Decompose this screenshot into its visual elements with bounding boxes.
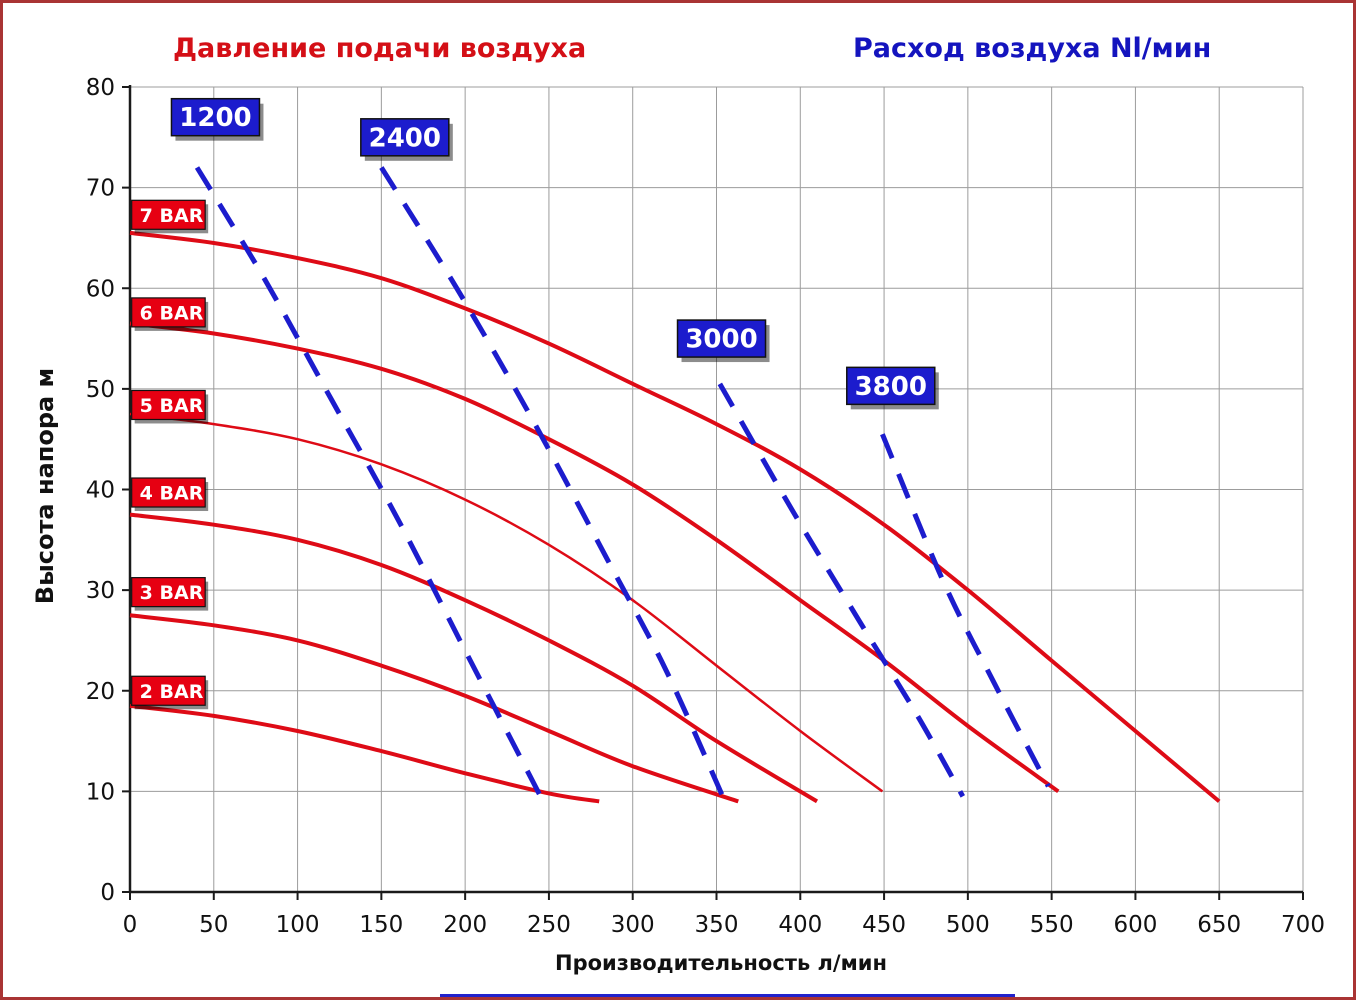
- x-tick-label: 0: [123, 912, 138, 938]
- curve-1200: [194, 166, 543, 798]
- pressure-label-5-bar: 5 BAR: [131, 389, 209, 424]
- curve-5-bar: [129, 412, 884, 793]
- label-box: [676, 319, 767, 358]
- flow-label-3800: 3800: [846, 366, 939, 410]
- curve-3800: [880, 433, 1051, 788]
- x-tick-label: 150: [359, 912, 403, 938]
- label-box: [131, 199, 206, 230]
- label-text: 6 BAR: [140, 302, 204, 324]
- x-tick-label: 400: [778, 912, 822, 938]
- y-tick-label: 30: [86, 578, 115, 604]
- x-tick-label: 450: [862, 912, 906, 938]
- label-text: 3 BAR: [140, 582, 204, 604]
- flow-label-3000: 3000: [676, 319, 770, 363]
- label-text: 4 BAR: [140, 483, 204, 505]
- x-tick-label: 600: [1113, 912, 1157, 938]
- label-box: [846, 366, 936, 406]
- x-tick-label: 100: [276, 912, 320, 938]
- label-box: [131, 389, 206, 421]
- label-box: [131, 297, 206, 328]
- curve-4-bar: [129, 512, 819, 804]
- y-tick-label: 40: [86, 478, 115, 504]
- x-tick-label: 200: [443, 912, 487, 938]
- curve-3000: [717, 382, 965, 798]
- label-text: 1200: [179, 103, 251, 133]
- x-tick-label: 650: [1197, 912, 1241, 938]
- curve-3-bar: [129, 613, 739, 804]
- pressure-label-7-bar: 7 BAR: [131, 199, 209, 234]
- x-tick-label: 700: [1281, 912, 1325, 938]
- pressure-label-2-bar: 2 BAR: [131, 675, 209, 710]
- label-text: 7 BAR: [140, 205, 204, 227]
- label-box: [131, 675, 206, 706]
- plot-area: 0 10 20 30 40 50 60 70 80 0 50 100 150 200 250 300 350 40…: [86, 75, 1325, 938]
- curve-6-bar: [129, 321, 1060, 794]
- curve-2-bar: [129, 703, 600, 804]
- x-tick-label: 500: [946, 912, 990, 938]
- curve-2400: [379, 166, 728, 803]
- label-text: 5 BAR: [140, 395, 204, 417]
- x-tick-label: 250: [527, 912, 571, 938]
- y-tick-label: 60: [86, 276, 115, 302]
- flow-label-2400: 2400: [360, 118, 453, 161]
- label-box: [131, 477, 206, 508]
- bottom-blue-line: [440, 994, 1015, 997]
- pressure-label-4-bar: 4 BAR: [131, 477, 209, 512]
- x-axis-label: Производительность л/мин: [554, 951, 888, 975]
- x-tick-label: 350: [695, 912, 739, 938]
- flow-label-1200: 1200: [170, 97, 264, 141]
- y-tick-label: 0: [100, 880, 115, 906]
- label-text: 3000: [685, 325, 757, 355]
- label-box: [131, 577, 206, 608]
- x-tick-label: 50: [199, 912, 228, 938]
- y-tick-label: 70: [86, 176, 115, 202]
- label-text: 3800: [855, 372, 927, 402]
- label-text: 2400: [369, 123, 441, 153]
- y-tick-label: 20: [86, 679, 115, 705]
- chart-title-airflow: Расход воздуха Nl/мин: [853, 33, 1212, 64]
- pressure-label-3-bar: 3 BAR: [131, 577, 209, 611]
- chart-title-pressure: Давление подачи воздуха: [173, 33, 587, 64]
- pressure-label-6-bar: 6 BAR: [131, 297, 209, 331]
- y-tick-label: 10: [86, 779, 115, 805]
- y-tick-label: 50: [86, 377, 115, 403]
- y-tick-label: 80: [86, 75, 115, 101]
- label-box: [360, 118, 450, 157]
- label-box: [170, 97, 261, 137]
- x-tick-label: 300: [611, 912, 655, 938]
- curve-7-bar: [129, 230, 1221, 803]
- label-text: 2 BAR: [140, 681, 204, 703]
- x-tick-label: 550: [1030, 912, 1074, 938]
